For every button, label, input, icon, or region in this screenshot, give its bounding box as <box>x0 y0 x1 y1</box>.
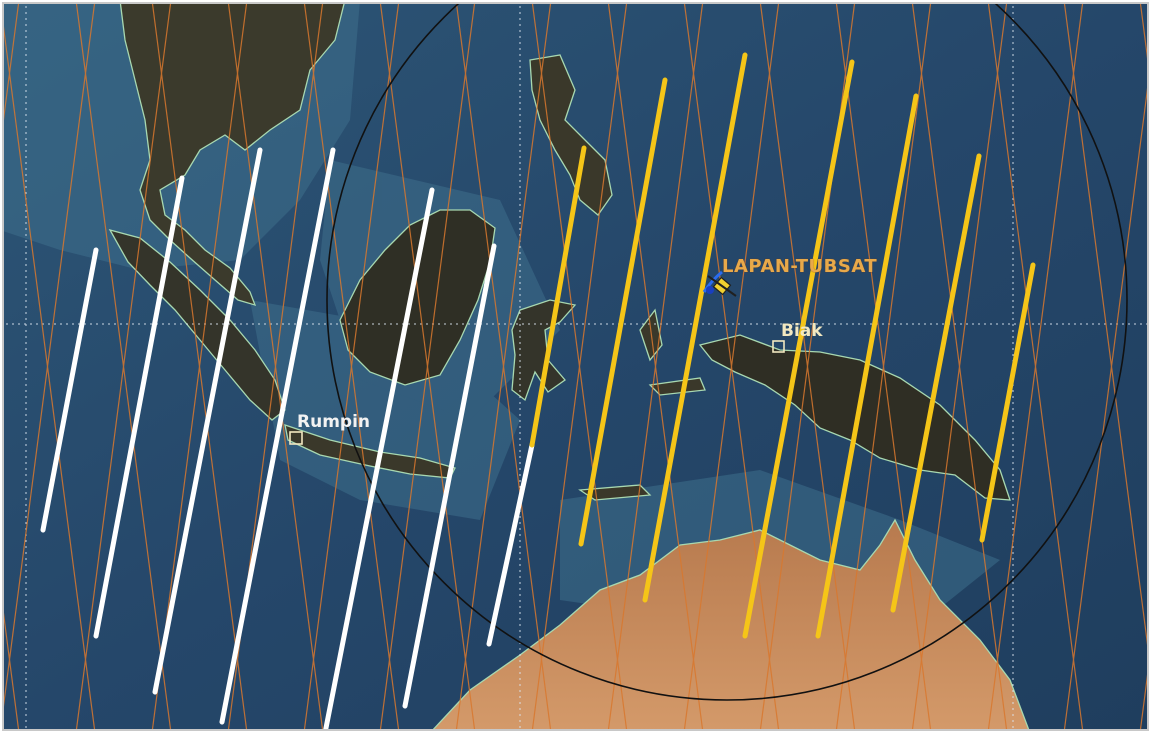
orbit-trace-line <box>531 4 628 729</box>
track-pass-13 <box>979 262 1036 543</box>
satellite-label: LAPAN-TUBSAT <box>722 256 878 277</box>
orbit-trace-line <box>75 4 172 729</box>
ground-track-future <box>529 52 1036 639</box>
landmasses <box>108 4 1030 729</box>
orbit-trace-line <box>1063 87 1147 729</box>
track-pass-7a <box>486 442 535 647</box>
location-label-rumpin: Rumpin <box>297 412 371 432</box>
track-pass-11 <box>815 93 919 639</box>
land-australia <box>432 518 1030 729</box>
orbit-trace-line <box>379 4 476 729</box>
track-pass-8 <box>578 77 668 547</box>
track-pass-2 <box>93 175 185 639</box>
orbit-trace-line <box>151 4 248 729</box>
land-sumatra <box>108 228 286 421</box>
ground-track-past <box>40 147 535 729</box>
track-pass-4 <box>219 147 336 725</box>
orbit-trace-line <box>455 4 552 729</box>
orbit-trace-line <box>911 4 1008 729</box>
track-pass-10 <box>742 59 855 639</box>
track-pass-7b <box>529 145 587 448</box>
satellite-icon[interactable] <box>702 270 737 297</box>
track-pass-6 <box>402 243 497 709</box>
land-indochina <box>119 4 345 306</box>
orbit-trace-line <box>835 4 932 729</box>
visibility-circle <box>326 4 1128 701</box>
orbit-trace-line <box>4 4 96 707</box>
track-pass-9 <box>642 52 748 603</box>
track-pass-12 <box>890 153 982 613</box>
track-pass-1 <box>40 247 99 533</box>
orbit-trace-line <box>683 4 780 729</box>
track-pass-5 <box>323 187 435 729</box>
orbit-trace-line <box>987 4 1084 729</box>
track-pass-3 <box>152 147 263 695</box>
land-philippines <box>529 54 613 216</box>
ground-station-rumpin-icon[interactable] <box>289 431 303 445</box>
location-label-biak: Biak <box>781 321 823 341</box>
orbit-trace-line <box>607 4 704 729</box>
orbit-trace-line <box>303 4 400 729</box>
land-new-guinea <box>698 334 1011 501</box>
ground-station-biak-icon[interactable] <box>772 340 785 353</box>
